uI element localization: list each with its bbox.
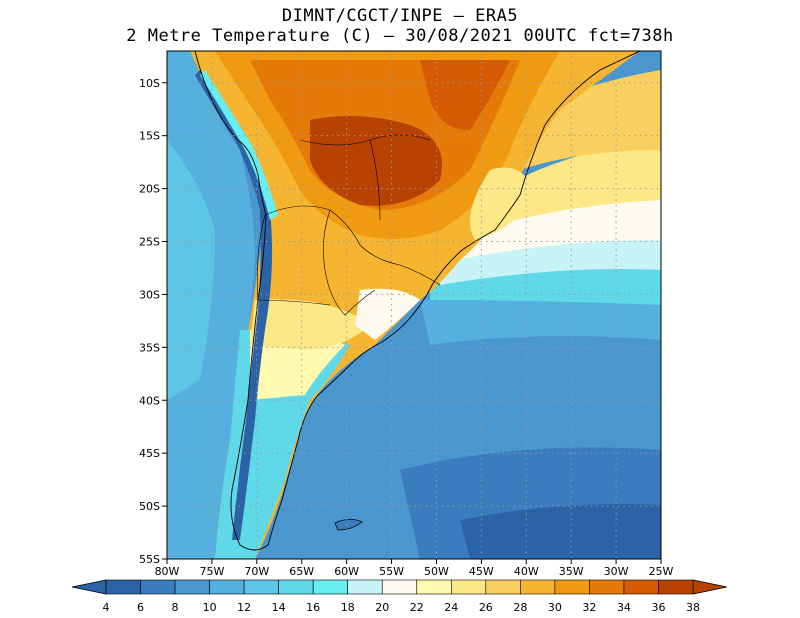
lat-tick-label: 40S: [139, 394, 160, 407]
colorbar-segment: [382, 580, 417, 594]
lon-tick-label: 25W: [649, 565, 674, 578]
lon-tick-label: 30W: [604, 565, 629, 578]
lon-tick-label: 55W: [379, 565, 404, 578]
colorbar-label: 8: [172, 601, 179, 614]
colorbar-label: 22: [410, 601, 424, 614]
lon-tick-label: 45W: [469, 565, 494, 578]
colorbar-segment: [210, 580, 245, 594]
colorbar-label: 30: [548, 601, 562, 614]
colorbar-segment: [141, 580, 176, 594]
lat-tick-label: 50S: [139, 500, 160, 513]
colorbar-segment: [244, 580, 279, 594]
colorbar-segment: [658, 580, 693, 594]
colorbar-label: 18: [341, 601, 355, 614]
colorbar-segment: [175, 580, 210, 594]
lon-tick-label: 35W: [559, 565, 584, 578]
lat-tick-label: 10S: [139, 77, 160, 90]
colorbar-segment: [486, 580, 521, 594]
lat-tick-label: 35S: [139, 341, 160, 354]
colorbar-segment: [624, 580, 659, 594]
lon-tick-label: 40W: [514, 565, 539, 578]
lon-tick-label: 50W: [424, 565, 449, 578]
colorbar-label: 24: [444, 601, 458, 614]
lat-tick-label: 45S: [139, 447, 160, 460]
lat-tick-label: 55S: [139, 553, 160, 566]
lon-tick-label: 65W: [289, 565, 314, 578]
colorbar-label: 32: [582, 601, 596, 614]
colorbar-segment: [555, 580, 590, 594]
colorbar-label: 16: [306, 601, 320, 614]
colorbar-label: 10: [203, 601, 217, 614]
colorbar-label: 14: [272, 601, 286, 614]
colorbar-label: 28: [513, 601, 527, 614]
colorbar-segment: [279, 580, 314, 594]
colorbar-segment: [417, 580, 452, 594]
lon-tick-label: 60W: [334, 565, 359, 578]
lat-tick-label: 30S: [139, 288, 160, 301]
lon-tick-label: 80W: [155, 565, 180, 578]
colorbar-label: 36: [651, 601, 665, 614]
map-field: [167, 51, 661, 559]
lat-tick-label: 25S: [139, 236, 160, 249]
colorbar-label: 38: [686, 601, 700, 614]
colorbar-label: 26: [479, 601, 493, 614]
colorbar-label: 12: [237, 601, 251, 614]
lat-tick-label: 15S: [139, 130, 160, 143]
colorbar-segment: [313, 580, 348, 594]
colorbar: 4 6 8 10 12 14 16 18 20 22 24 26 28 30 32 34 36 38: [72, 580, 727, 614]
colorbar-segment: [451, 580, 486, 594]
colorbar-low-arrow: [72, 580, 106, 594]
colorbar-segment: [589, 580, 624, 594]
colorbar-segment: [348, 580, 383, 594]
lon-tick-label: 70W: [244, 565, 269, 578]
colorbar-label: 20: [375, 601, 389, 614]
colorbar-label: 6: [137, 601, 144, 614]
colorbar-label: 34: [617, 601, 631, 614]
colorbar-high-arrow: [693, 580, 727, 594]
colorbar-label: 4: [103, 601, 110, 614]
lat-tick-label: 20S: [139, 183, 160, 196]
colorbar-segment: [106, 580, 141, 594]
lon-tick-label: 75W: [199, 565, 224, 578]
colorbar-segment: [520, 580, 555, 594]
